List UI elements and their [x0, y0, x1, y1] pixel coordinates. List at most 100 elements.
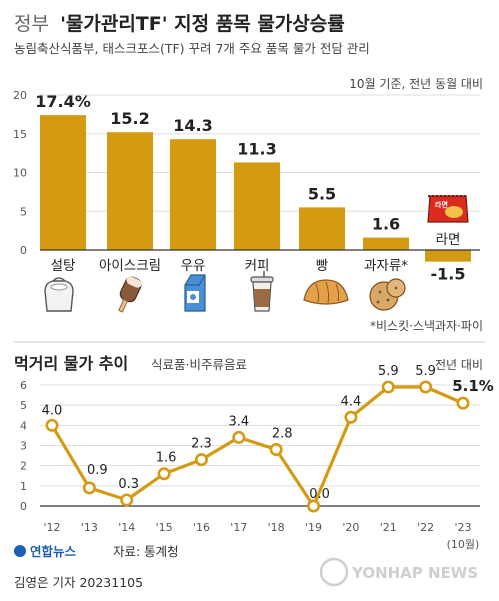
line-chart-title: 먹거리 물가 추이 [14, 354, 128, 373]
line-y-tick-label: 4 [20, 419, 27, 432]
bar-value-label: 17.4% [35, 92, 91, 111]
bar-chart-annotation: 10월 기준, 전년 동월 대비 [349, 77, 483, 91]
ice-cream-icon [118, 276, 142, 313]
line-value-label: 0.3 [118, 477, 139, 492]
line-y-tick-label: 3 [20, 440, 27, 453]
bar-value-label: 15.2 [110, 109, 149, 128]
line-value-label: 2.3 [191, 437, 212, 452]
line-x-tick-label: '16 [193, 521, 210, 534]
bread-icon [303, 279, 349, 305]
line-x-tick-label: '23 [454, 521, 471, 534]
title-prefix: 정부 [14, 13, 49, 35]
line-value-label: 0.9 [87, 463, 108, 478]
watermark: YONHAP NEWS [319, 557, 478, 587]
title-main: '물가관리TF' 지정 품목 물가상승률 [60, 13, 345, 35]
bar-4 [234, 162, 280, 250]
line-chart-subtitle: 식료품·비주류음료 [151, 357, 247, 372]
line-value-label: 4.4 [341, 394, 362, 409]
line-value-label: 5.1% [452, 377, 494, 395]
line-point-6 [232, 430, 246, 444]
line-chart-annotation: 전년 대비 [435, 358, 483, 372]
bar-5 [299, 207, 345, 250]
bar-category-label: 아이스크림 [99, 258, 161, 274]
bar-7 [425, 250, 471, 262]
line-point-10 [381, 380, 395, 394]
line-value-label: 5.9 [415, 364, 436, 379]
line-point-2 [82, 481, 96, 495]
line-point-4 [157, 467, 171, 481]
yonhap-logo-icon [14, 545, 26, 557]
bar-category-label: 빵 [316, 258, 328, 274]
bar-chart-bars: 17.4% 설탕 15.2 아이스크림 14.3 우유 11.3 커피 5.5 빵 1.6 과자류* -… [35, 92, 480, 284]
ramen-pack-icon: 라면 [427, 195, 469, 223]
line-value-label: 5.9 [378, 364, 399, 379]
bar-chart-icons: 라면 [44, 195, 469, 313]
line-chart-x-note: (10월) [447, 538, 480, 551]
bar-value-label: 1.6 [372, 215, 400, 234]
line-x-tick-label: '20 [342, 521, 359, 534]
credit-text: 김영은 기자 20231105 [14, 575, 143, 590]
bar-2 [107, 132, 153, 250]
milk-carton-icon [184, 274, 206, 312]
watermark-text: YONHAP NEWS [351, 564, 478, 582]
yonhap-logo: 연합뉴스 [14, 544, 77, 559]
line-x-tick-label: '17 [230, 521, 247, 534]
source-text: 자료: 통계청 [113, 544, 179, 559]
bar-value-label: 14.3 [173, 116, 212, 135]
line-x-tick-label: '15 [156, 521, 173, 534]
bar-y-tick-label: 0 [20, 244, 27, 257]
bar-chart: 10월 기준, 전년 동월 대비 0 5 10 15 20 17.4% 설탕 15.2 아이스… [13, 77, 483, 333]
bar-category-label: 커피 [245, 258, 270, 274]
line-point-7 [269, 443, 283, 457]
bar-value-label: 5.5 [308, 184, 336, 203]
line-y-tick-label: 0 [20, 500, 27, 513]
bar-y-tick-label: 10 [13, 167, 27, 180]
line-value-label: 0.0 [309, 487, 330, 502]
line-y-tick-label: 5 [20, 399, 27, 412]
line-point-3 [120, 493, 134, 507]
line-x-tick-label: '13 [81, 521, 98, 534]
line-chart-grid: 0 1 2 3 4 5 6 '12 '13 '14 '15 '16 '17 '18 '19 '20 '21 '22… [20, 379, 480, 534]
bar-y-tick-label: 5 [20, 205, 27, 218]
line-value-label: 4.0 [42, 403, 63, 418]
bar-category-label: 과자류* [364, 258, 408, 274]
line-value-label: 2.8 [272, 427, 293, 442]
ramen-pack-label: 라면 [435, 200, 448, 209]
bar-1 [40, 115, 86, 251]
bar-3 [170, 139, 216, 250]
line-point-12 [456, 396, 470, 410]
page-subtitle: 농림축산식품부, 태스크포스(TF) 꾸려 7개 주요 품목 물가 전담 관리 [14, 41, 370, 56]
biscuit-icon [369, 278, 406, 311]
footer: 연합뉴스 자료: 통계청 김영은 기자 20231105 YONHAP NEWS [14, 544, 478, 590]
bar-6 [363, 237, 409, 250]
line-point-1 [45, 418, 59, 432]
bar-value-label: 11.3 [237, 139, 276, 158]
line-x-tick-label: '18 [268, 521, 285, 534]
line-x-tick-label: '22 [417, 521, 434, 534]
line-x-tick-label: '19 [305, 521, 322, 534]
line-x-tick-label: '14 [118, 521, 135, 534]
watermark-icon [319, 557, 349, 587]
page-title: 정부 '물가관리TF' 지정 품목 물가상승률 [14, 13, 345, 35]
logo-text: 연합뉴스 [30, 544, 77, 559]
bar-y-tick-label: 15 [13, 128, 27, 141]
line-point-8 [307, 499, 321, 513]
bar-y-tick-label: 20 [13, 89, 27, 102]
line-point-11 [419, 380, 433, 394]
bar-value-label: -1.5 [431, 265, 466, 284]
bar-category-label: 우유 [181, 258, 206, 274]
line-x-tick-label: '21 [380, 521, 397, 534]
coffee-cup-icon [250, 271, 274, 312]
line-value-label: 1.6 [156, 451, 177, 466]
bar-category-label: 라면 [436, 232, 461, 248]
line-y-tick-label: 6 [20, 379, 27, 392]
line-y-tick-label: 2 [20, 460, 27, 473]
line-x-tick-label: '12 [43, 521, 60, 534]
line-point-9 [344, 410, 358, 424]
bar-chart-footnote: *비스킷·스낵과자·파이 [370, 319, 483, 333]
line-point-5 [194, 453, 208, 467]
sugar-sack-icon [44, 277, 74, 312]
line-chart: 먹거리 물가 추이 식료품·비주류음료 전년 대비 0 1 2 3 4 5 6 '12 '13 '… [14, 354, 494, 551]
line-chart-series: 4.0 0.9 0.3 1.6 2.3 3.4 2.8 0.0 4.4 5.9 5.9 5.1% [42, 364, 494, 513]
